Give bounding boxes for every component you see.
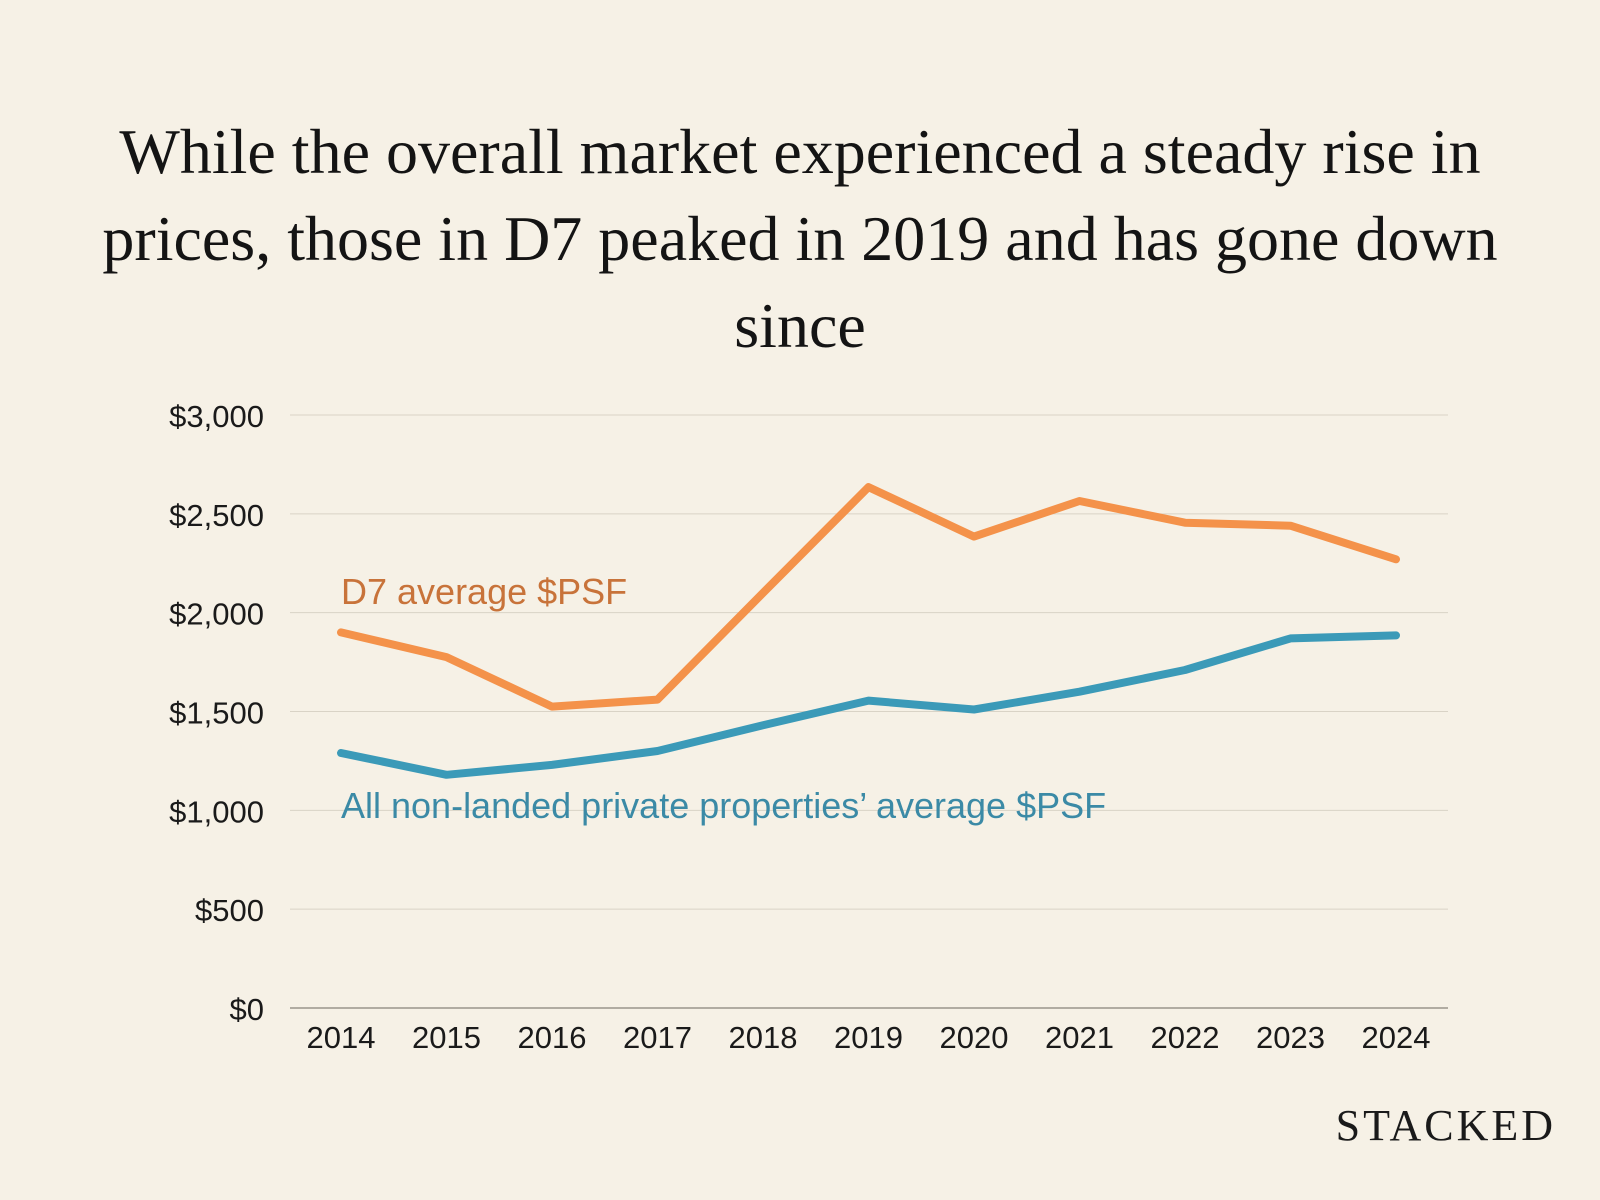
y-tick-label: $0 — [230, 992, 264, 1027]
y-axis-tick-labels: $0 $500 $1,000 $1,500 $2,000 $2,500 $3,000 — [169, 399, 264, 1027]
y-tick-label: $3,000 — [169, 399, 264, 434]
x-tick-label: 2024 — [1362, 1020, 1431, 1055]
x-tick-label: 2018 — [729, 1020, 798, 1055]
series-lines — [337, 483, 1400, 779]
x-tick-label: 2023 — [1256, 1020, 1325, 1055]
d7-series-line — [337, 483, 1400, 711]
d7-series-label: D7 average $PSF — [341, 571, 627, 612]
x-tick-label: 2022 — [1151, 1020, 1220, 1055]
market-series-label: All non-landed private properties’ avera… — [341, 785, 1106, 826]
brand-logo: STACKED — [1335, 1101, 1556, 1150]
y-tick-label: $500 — [195, 893, 264, 928]
y-tick-label: $1,000 — [169, 794, 264, 829]
x-tick-label: 2016 — [518, 1020, 587, 1055]
y-tick-label: $2,500 — [169, 498, 264, 533]
series-labels: D7 average $PSF All non-landed private pr… — [341, 571, 1106, 826]
x-tick-label: 2015 — [412, 1020, 481, 1055]
x-tick-label: 2014 — [307, 1020, 376, 1055]
y-tick-label: $1,500 — [169, 696, 264, 731]
chart-title: While the overall market experienced a s… — [102, 116, 1498, 361]
gridlines — [290, 414, 1448, 1009]
y-tick-label: $2,000 — [169, 597, 264, 632]
x-tick-label: 2021 — [1045, 1020, 1114, 1055]
x-tick-label: 2017 — [623, 1020, 692, 1055]
x-tick-label: 2019 — [834, 1020, 903, 1055]
x-tick-label: 2020 — [940, 1020, 1009, 1055]
x-axis-tick-labels: 2014 2015 2016 2017 2018 2019 2020 2021 2022 2023… — [307, 1020, 1431, 1055]
market-series-line — [337, 631, 1400, 779]
